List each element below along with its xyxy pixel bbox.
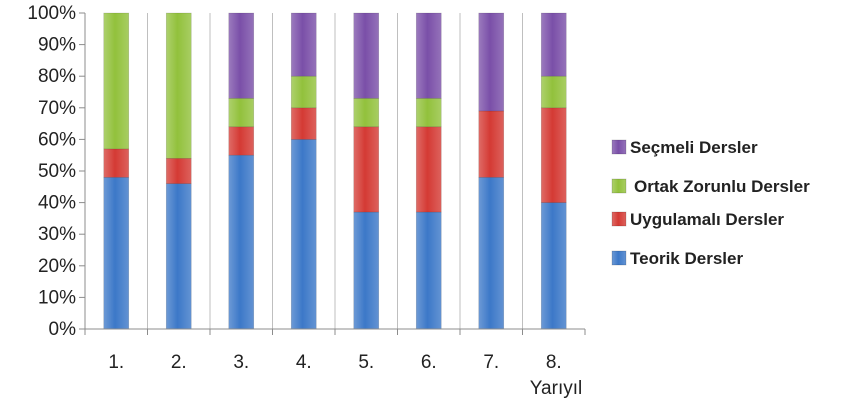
bar-segment-uygulamali-dersler [165,158,192,184]
legend-swatch-teorik-dersler [611,250,627,266]
bar-segment-secmeli-dersler [228,12,255,99]
bar-segment-teorik-dersler [478,177,505,330]
x-tick-label: 2. [171,352,187,373]
y-tick-label: 30% [38,224,76,245]
bar-segment-ortak-zorunlu-dersler [165,12,192,159]
x-tick-label: 1. [108,352,124,373]
bar-segment-teorik-dersler [228,154,255,330]
bar-segment-ortak-zorunlu-dersler [228,98,255,128]
bar-segment-teorik-dersler [103,177,130,330]
bar-segment-secmeli-dersler [415,12,442,99]
bars [103,12,567,330]
bar-segment-secmeli-dersler [290,12,317,77]
bar-segment-ortak-zorunlu-dersler [103,12,130,150]
y-tick-label: 50% [38,161,76,182]
bar-segment-secmeli-dersler [478,12,505,112]
bar-segment-ortak-zorunlu-dersler [540,75,567,109]
bar-segment-uygulamali-dersler [415,126,442,213]
x-tick-label: 3. [233,352,249,373]
y-tick-label: 80% [38,66,76,87]
y-tick-label: 60% [38,129,76,150]
y-tick-labels: 0% 10% 20% 30% 40% 50% 60% 70% 80% 90% 100% [27,3,76,340]
x-tick-label: 5. [358,352,374,373]
legend-swatch-ortak-zorunlu-dersler [611,178,627,194]
x-axis-title: Yarıyıl [530,378,582,399]
bar-segment-ortak-zorunlu-dersler [353,98,380,128]
bar-segment-teorik-dersler [540,202,567,330]
bar-segment-uygulamali-dersler [228,126,255,156]
y-tick-label: 0% [49,319,77,340]
bar-segment-secmeli-dersler [540,12,567,77]
legend: Seçmeli Dersler Ortak Zorunlu Dersler Uygu… [611,138,810,268]
y-tick-label: 20% [38,256,76,277]
bar-segment-ortak-zorunlu-dersler [290,75,317,109]
x-tick-label: 6. [421,352,437,373]
legend-swatch-uygulamali-dersler [611,211,627,227]
y-tick-label: 90% [38,35,76,56]
bar-segment-teorik-dersler [415,211,442,330]
axes [79,12,586,335]
x-tick-labels: 1. 2. 3. 4. 5. 6. 7. 8. [108,352,561,373]
y-tick-label: 40% [38,193,76,214]
y-tick-label: 10% [38,287,76,308]
x-tick-label: 7. [483,352,499,373]
bar-segment-teorik-dersler [353,211,380,330]
bar-segment-teorik-dersler [290,139,317,330]
bar-segment-uygulamali-dersler [353,126,380,213]
x-tick-label: 8. [546,352,562,373]
vertical-grid [147,13,523,329]
bar-segment-secmeli-dersler [353,12,380,99]
legend-label-ortak-zorunlu-dersler: Ortak Zorunlu Dersler [634,177,810,196]
y-tick-label: 100% [27,3,76,24]
bar-segment-ortak-zorunlu-dersler [415,98,442,128]
bar-segment-uygulamali-dersler [478,110,505,178]
x-tick-label: 4. [296,352,312,373]
legend-label-secmeli-dersler: Seçmeli Dersler [630,138,758,157]
legend-label-teorik-dersler: Teorik Dersler [630,249,743,268]
bar-segment-uygulamali-dersler [290,107,317,140]
y-tick-label: 70% [38,98,76,119]
bar-segment-uygulamali-dersler [103,148,130,178]
bar-segment-teorik-dersler [165,183,192,330]
legend-swatch-secmeli-dersler [611,139,627,155]
legend-label-uygulamali-dersler: Uygulamalı Dersler [630,210,784,229]
bar-segment-uygulamali-dersler [540,107,567,203]
